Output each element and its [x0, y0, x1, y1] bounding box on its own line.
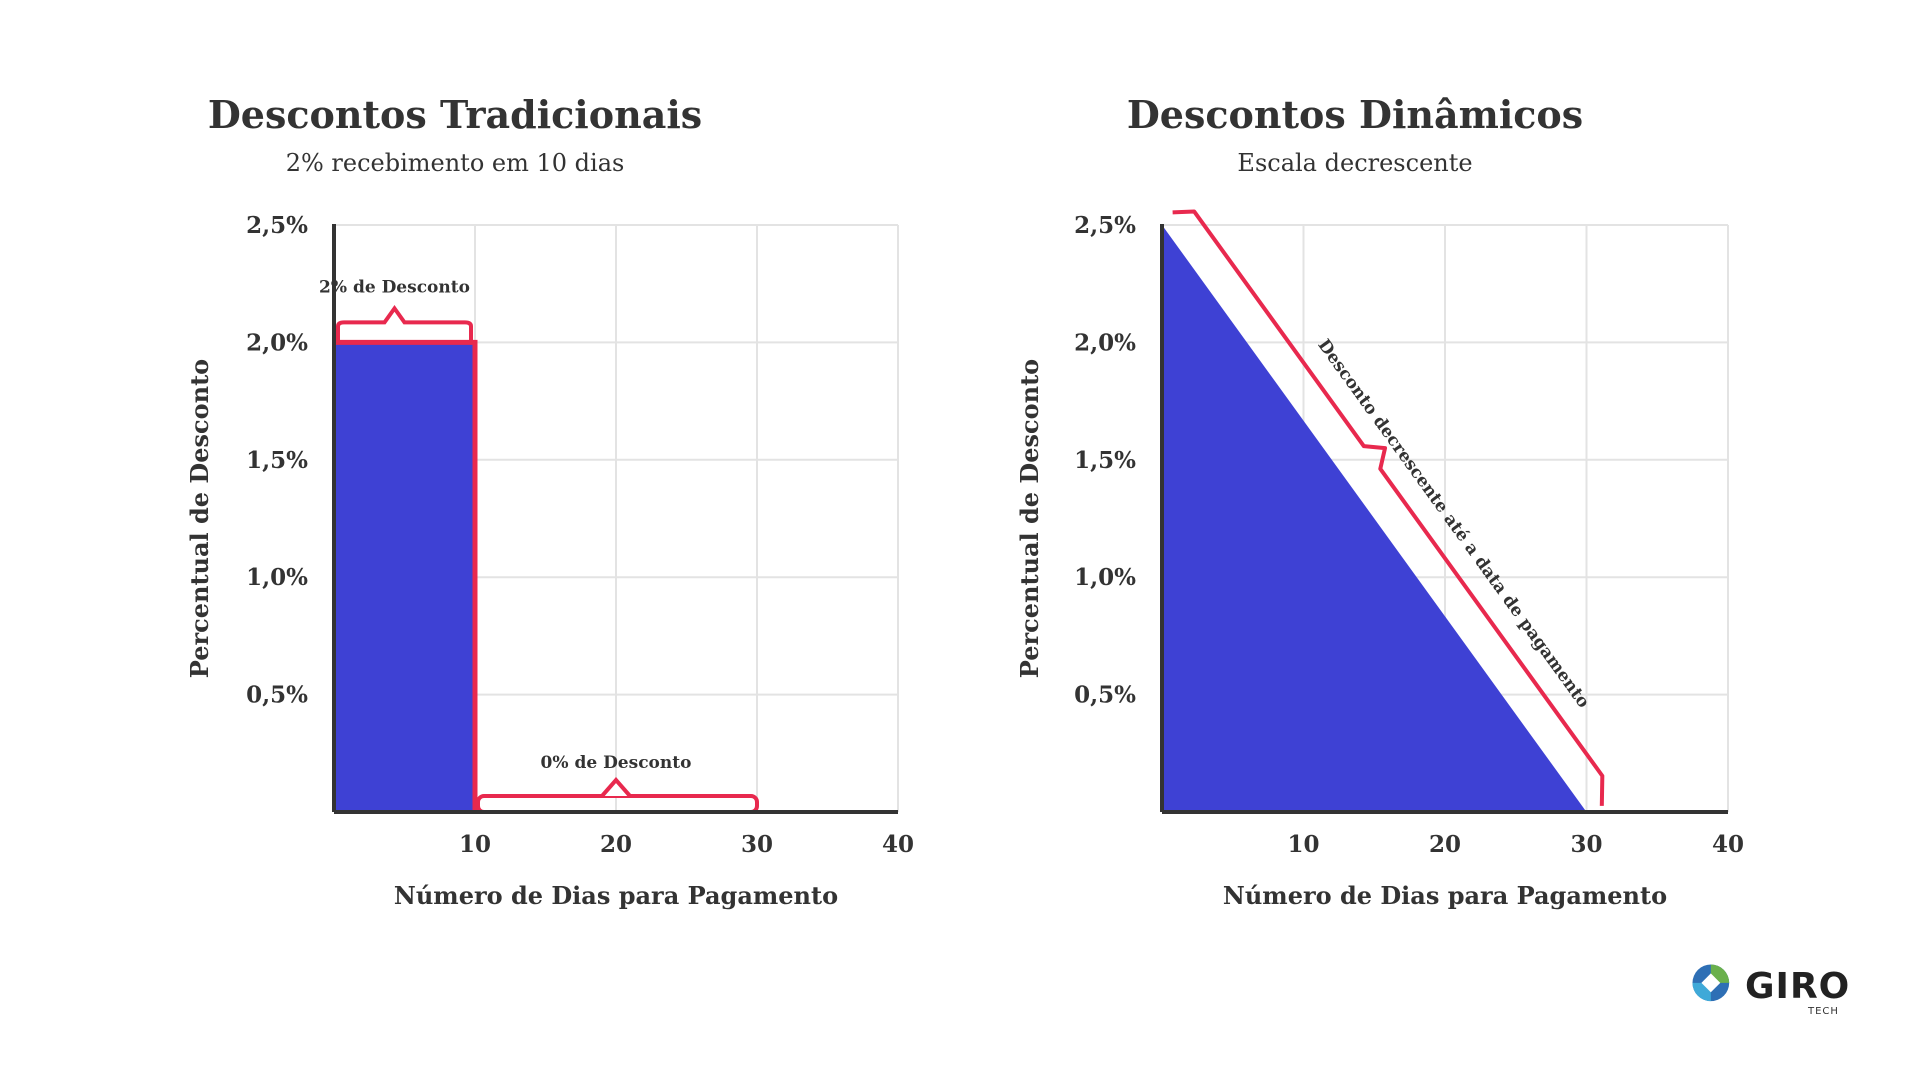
- chart-panel-dynamic: Descontos Dinâmicos Escala decrescente 0…: [960, 0, 1920, 1080]
- y-tick-label: 0,5%: [246, 682, 308, 709]
- annotation-label: 0% de Desconto: [541, 753, 692, 773]
- x-tick-label: 20: [1429, 831, 1461, 858]
- logo-wordmark: GIRO: [1745, 966, 1851, 1007]
- y-tick-label: 1,5%: [1074, 447, 1136, 474]
- y-tick-label: 2,5%: [1074, 212, 1136, 239]
- x-tick-label: 40: [882, 831, 914, 858]
- y-tick-label: 0,5%: [1074, 682, 1136, 709]
- chart-title: Descontos Dinâmicos: [1126, 92, 1584, 137]
- y-tick-label: 1,5%: [246, 447, 308, 474]
- y-tick-label: 2,0%: [246, 329, 308, 356]
- y-axis-label: Percentual de Desconto: [185, 359, 214, 678]
- logo-subtext: TECH: [1808, 1006, 1839, 1017]
- y-tick-label: 1,0%: [1074, 564, 1136, 591]
- area-series: [1162, 225, 1587, 812]
- x-axis-label: Número de Dias para Pagamento: [394, 881, 838, 910]
- annotation-label: 2% de Desconto: [319, 277, 470, 297]
- chart-subtitle: Escala decrescente: [1237, 149, 1473, 177]
- bracket-2pct: [336, 304, 473, 343]
- x-tick-label: 30: [741, 831, 773, 858]
- y-tick-label: 2,5%: [246, 212, 308, 239]
- bar-outline: [334, 339, 478, 812]
- x-axis-label: Número de Dias para Pagamento: [1223, 881, 1667, 910]
- dynamic-discount-chart: 0,5% 1,0% 1,5% 2,0% 2,5% 10 20 30 40 Número de Di…: [1015, 209, 1744, 910]
- x-tick-label: 20: [600, 831, 632, 858]
- chart-subtitle: 2% recebimento em 10 dias: [285, 149, 625, 177]
- bracket-0pct: [600, 776, 632, 798]
- x-tick-label: 10: [459, 831, 491, 858]
- bar-outline-zero: [476, 794, 759, 814]
- x-tick-label: 30: [1570, 831, 1602, 858]
- y-tick-label: 1,0%: [246, 564, 308, 591]
- x-tick-label: 40: [1712, 831, 1744, 858]
- giro-logo-icon: [1692, 964, 1730, 1002]
- chart-panel-traditional: Descontos Tradicionais 2% recebimento em…: [185, 92, 914, 910]
- y-axis-label: Percentual de Desconto: [1015, 359, 1044, 678]
- x-tick-label: 10: [1287, 831, 1319, 858]
- chart-title: Descontos Tradicionais: [207, 92, 703, 137]
- bracket-decreasing: [1172, 209, 1605, 806]
- traditional-discount-chart: 0,5% 1,0% 1,5% 2,0% 2,5% 10 20 30 40 Número de Di…: [185, 212, 914, 910]
- bar: [334, 342, 475, 812]
- y-tick-label: 2,0%: [1074, 329, 1136, 356]
